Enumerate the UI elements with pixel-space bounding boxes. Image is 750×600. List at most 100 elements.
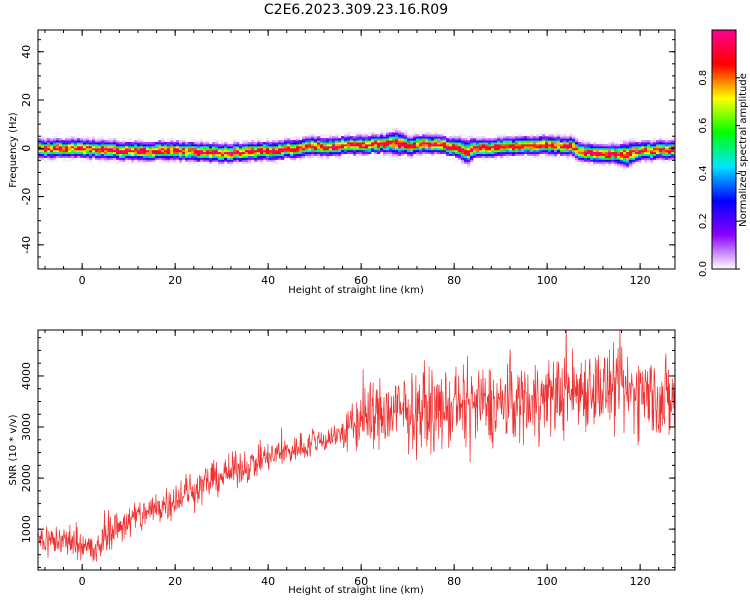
spectrogram-cell — [593, 159, 597, 162]
spectrogram-cell — [296, 163, 300, 166]
spectrogram-cell — [263, 147, 267, 151]
spectrogram-cell — [137, 136, 141, 139]
spectrogram-cell — [266, 145, 270, 149]
spectrogram-cell — [389, 132, 393, 135]
spectrogram-cell — [665, 138, 669, 141]
spectrogram-cell — [644, 161, 648, 164]
spectrogram-cell — [644, 157, 648, 160]
spectrogram-cell — [434, 136, 438, 139]
spectrogram-cell — [137, 141, 141, 145]
spectrogram-cell — [137, 151, 141, 155]
spectrogram-cell — [122, 153, 126, 156]
spectrogram-cell — [443, 143, 447, 147]
spectrogram-cell — [431, 145, 435, 149]
spectrogram-cell — [296, 155, 300, 158]
spectrogram-cell — [503, 151, 507, 155]
spectrogram-cell — [317, 155, 321, 158]
spectrogram-cell — [566, 145, 570, 149]
spectrogram-cell — [98, 143, 102, 147]
spectrogram-cell — [374, 155, 378, 158]
spectrogram-cell — [494, 155, 498, 158]
spectrogram-cell — [140, 141, 144, 145]
spectrogram-cell — [353, 145, 357, 149]
spectrogram-cell — [614, 145, 618, 149]
spectrogram-cell — [344, 138, 348, 141]
spectrogram-cell — [248, 159, 252, 162]
spectrogram-cell — [554, 155, 558, 158]
spectrogram-cell — [593, 143, 597, 147]
spectrogram-cell — [392, 138, 396, 141]
spectrogram-cell — [41, 147, 45, 151]
spectrogram-cell — [200, 143, 204, 147]
spectrogram-cell — [350, 143, 354, 147]
spectrogram-cell — [449, 149, 453, 153]
spectrogram-cell — [356, 134, 360, 137]
spectrogram-cell — [302, 157, 306, 160]
spectrogram-cell — [569, 157, 573, 160]
spectrogram-cell — [41, 136, 45, 139]
spectrogram-cell — [563, 149, 567, 153]
spectrogram-cell — [245, 140, 249, 143]
spectrogram-cell — [272, 145, 276, 149]
spectrogram-cell — [632, 159, 636, 162]
spectrogram-cell — [353, 147, 357, 151]
spectrogram-cell — [116, 149, 120, 153]
spectrogram-cell — [350, 136, 354, 139]
spectrogram-x-tick-label: 0 — [79, 274, 86, 287]
spectrogram-cell — [191, 155, 195, 158]
spectrogram-cell — [305, 140, 309, 143]
spectrogram-cell — [107, 155, 111, 158]
spectrogram-cell — [263, 128, 267, 131]
spectrogram-cell — [221, 167, 225, 170]
spectrogram-cell — [569, 138, 573, 141]
spectrogram-cell — [509, 140, 513, 143]
spectrogram-cell — [281, 155, 285, 158]
spectrogram-cell — [233, 140, 237, 143]
spectrogram-cell — [653, 140, 657, 143]
spectrogram-cell — [56, 140, 60, 143]
spectrogram-cell — [482, 167, 486, 170]
spectrogram-cell — [284, 140, 288, 143]
spectrogram-cell — [113, 147, 117, 151]
spectrogram-cell — [575, 153, 579, 156]
spectrogram-cell — [206, 141, 210, 145]
spectrogram-cell — [131, 147, 135, 151]
spectrogram-cell — [638, 157, 642, 160]
spectrogram-cell — [50, 159, 54, 162]
spectrogram-cell — [530, 145, 534, 149]
spectrogram-cell — [224, 145, 228, 149]
spectrogram-cell — [359, 134, 363, 137]
spectrogram-cell — [287, 153, 291, 156]
spectrogram-cell — [470, 138, 474, 141]
spectrogram-cell — [71, 151, 75, 155]
spectrogram-cell — [641, 140, 645, 143]
spectrogram-cell — [230, 161, 234, 164]
spectrogram-cell — [386, 134, 390, 137]
spectrogram-cell — [260, 149, 264, 153]
spectrogram-cell — [140, 145, 144, 149]
spectrogram-cell — [248, 143, 252, 147]
spectrogram-cell — [470, 141, 474, 145]
spectrogram-cell — [206, 147, 210, 151]
spectrogram-cell — [56, 143, 60, 147]
spectrogram-cell — [536, 145, 540, 149]
spectrogram-cell — [254, 151, 258, 155]
spectrogram-cell — [95, 141, 99, 145]
spectrogram-cell — [302, 147, 306, 151]
spectrogram-cell — [500, 159, 504, 162]
spectrogram-cell — [326, 153, 330, 156]
spectrogram-cell — [314, 151, 318, 155]
spectrogram-cell — [203, 141, 207, 145]
spectrogram-cell — [500, 130, 504, 133]
spectrogram-cell — [614, 155, 618, 158]
spectrogram-cell — [572, 145, 576, 149]
spectrogram-cell — [638, 147, 642, 151]
spectrogram-cell — [170, 151, 174, 155]
spectrogram-cell — [635, 157, 639, 160]
spectrogram-cell — [341, 151, 345, 155]
spectrogram-cell — [209, 143, 213, 147]
spectrogram-cell — [563, 126, 567, 129]
spectrogram-cell — [371, 132, 375, 135]
spectrogram-cell — [671, 138, 675, 141]
spectrogram-cell — [422, 143, 426, 147]
